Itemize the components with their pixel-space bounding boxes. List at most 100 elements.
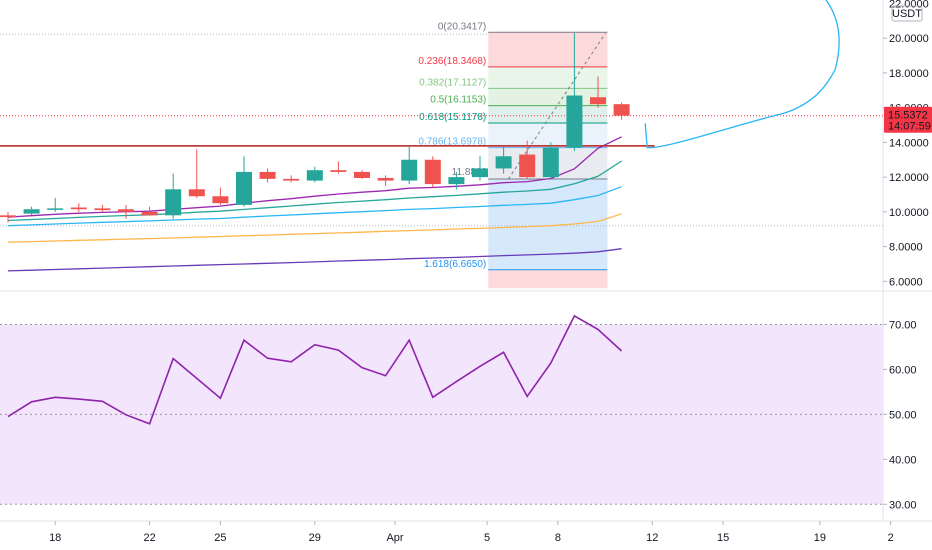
- price-tick-label: 20.0000: [889, 33, 929, 45]
- candle[interactable]: [47, 197, 64, 212]
- moving-average-line[interactable]: [7, 186, 622, 227]
- moving-average-line[interactable]: [7, 213, 622, 243]
- current-price-badge: [884, 106, 932, 133]
- rsi-tick-label: 60.00: [889, 364, 917, 376]
- candle[interactable]: [377, 175, 394, 186]
- candle-body: [542, 147, 559, 178]
- fib-band: [488, 88, 608, 106]
- currency-badge: [891, 5, 923, 22]
- time-tick-label: 2: [888, 532, 894, 544]
- candle[interactable]: [188, 149, 205, 198]
- fib-level-label: 0.382(17.1127): [419, 77, 486, 88]
- price-tick-label: 22.0000: [889, 0, 929, 10]
- candle-body: [165, 189, 182, 216]
- rsi-tick-label: 30.00: [889, 499, 917, 511]
- candle[interactable]: [401, 145, 418, 185]
- price-pane[interactable]: 22.000020.000018.000016.000014.000012.00…: [0, 0, 932, 521]
- candle-body: [212, 196, 229, 204]
- current-price-label: 15.5372: [888, 110, 928, 122]
- moving-average-line[interactable]: [7, 160, 622, 222]
- candle-body: [590, 97, 606, 105]
- price-tick-label: 10.0000: [889, 207, 929, 219]
- candle[interactable]: [495, 145, 512, 174]
- candle-body: [448, 177, 465, 185]
- candle-body: [188, 189, 205, 197]
- candle[interactable]: [472, 156, 488, 181]
- candle-body: [70, 207, 87, 210]
- fib-level-label: 0.618(15.1178): [419, 112, 486, 123]
- moving-average-line[interactable]: [7, 136, 622, 218]
- time-tick-label: 29: [309, 532, 321, 544]
- candle-body: [519, 154, 536, 178]
- rsi-tick-label: 40.00: [889, 454, 917, 466]
- candle-body: [23, 209, 40, 214]
- time-axis[interactable]: 18 22 25 29 Apr 5 8 12 15 19 2: [0, 520, 932, 544]
- candle[interactable]: [236, 156, 252, 207]
- rsi-pane[interactable]: 70.00 60.00 50.00 40.00 30.00: [0, 314, 917, 511]
- time-tick-label: 8: [555, 532, 561, 544]
- candle[interactable]: [70, 203, 87, 212]
- candle-body: [495, 156, 512, 169]
- candle[interactable]: [542, 142, 559, 179]
- candle[interactable]: [141, 206, 158, 216]
- candle[interactable]: [519, 140, 536, 179]
- time-tick-label: 12: [646, 532, 658, 544]
- fib-level-label: 0.786(13.6978): [418, 137, 486, 148]
- fib-band: [488, 32, 608, 67]
- fib-level-label: 0(20.3417): [438, 21, 486, 32]
- candle-body: [330, 170, 347, 172]
- candle[interactable]: [448, 171, 465, 190]
- price-tick-label: 14.0000: [889, 137, 929, 149]
- candle[interactable]: [94, 204, 111, 212]
- quote-currency-label: USDT: [892, 8, 922, 20]
- rsi-tick-label: 70.00: [889, 319, 917, 331]
- candle-body: [613, 104, 630, 116]
- fib-band-extension: [488, 269, 608, 289]
- candle[interactable]: [118, 204, 134, 219]
- moving-average-line[interactable]: [7, 248, 622, 272]
- candle-body: [472, 168, 488, 178]
- rsi-line[interactable]: [7, 314, 623, 425]
- candle[interactable]: [23, 206, 40, 216]
- candle[interactable]: [212, 187, 229, 205]
- candle[interactable]: [0, 211, 16, 223]
- candle[interactable]: [165, 173, 182, 219]
- fib-level-label: 0.236(18.3468): [418, 56, 486, 67]
- candle-body: [118, 209, 134, 212]
- price-tick-label: 12.0000: [889, 172, 929, 184]
- price-tick-label: 8.0000: [889, 242, 923, 254]
- time-tick-label: 22: [143, 532, 155, 544]
- candle-body: [47, 208, 64, 210]
- candle-body: [424, 159, 441, 185]
- fib-level-label: 0.5(16.1153): [430, 95, 486, 106]
- candle[interactable]: [613, 102, 630, 120]
- candle-body: [283, 178, 300, 181]
- candle[interactable]: [354, 170, 370, 179]
- time-tick-label: 19: [814, 532, 826, 544]
- price-tick-label: 6.0000: [889, 276, 923, 288]
- candle-body: [354, 171, 370, 178]
- candle[interactable]: [259, 168, 276, 183]
- candle-body: [306, 170, 323, 181]
- fib-trend-line[interactable]: [507, 32, 606, 180]
- candle-body: [377, 177, 394, 181]
- fib-level-label: 11.8889: [452, 167, 488, 178]
- candle[interactable]: [566, 32, 583, 152]
- candle[interactable]: [590, 76, 606, 108]
- candle[interactable]: [306, 166, 323, 183]
- fib-band: [488, 122, 608, 148]
- candle-body: [566, 95, 583, 148]
- time-tick-label: 15: [717, 532, 729, 544]
- projection-curve[interactable]: [644, 0, 840, 149]
- time-tick-label: Apr: [386, 532, 403, 544]
- time-tick-label: 18: [49, 532, 61, 544]
- time-tick-label: 5: [484, 532, 490, 544]
- fib-level-label: 1.618(6.6650): [424, 259, 486, 270]
- fib-band: [488, 105, 608, 123]
- candle-body: [236, 171, 252, 205]
- candle[interactable]: [330, 161, 347, 174]
- candle-body: [0, 215, 16, 218]
- candle[interactable]: [424, 156, 441, 188]
- candle[interactable]: [283, 175, 300, 183]
